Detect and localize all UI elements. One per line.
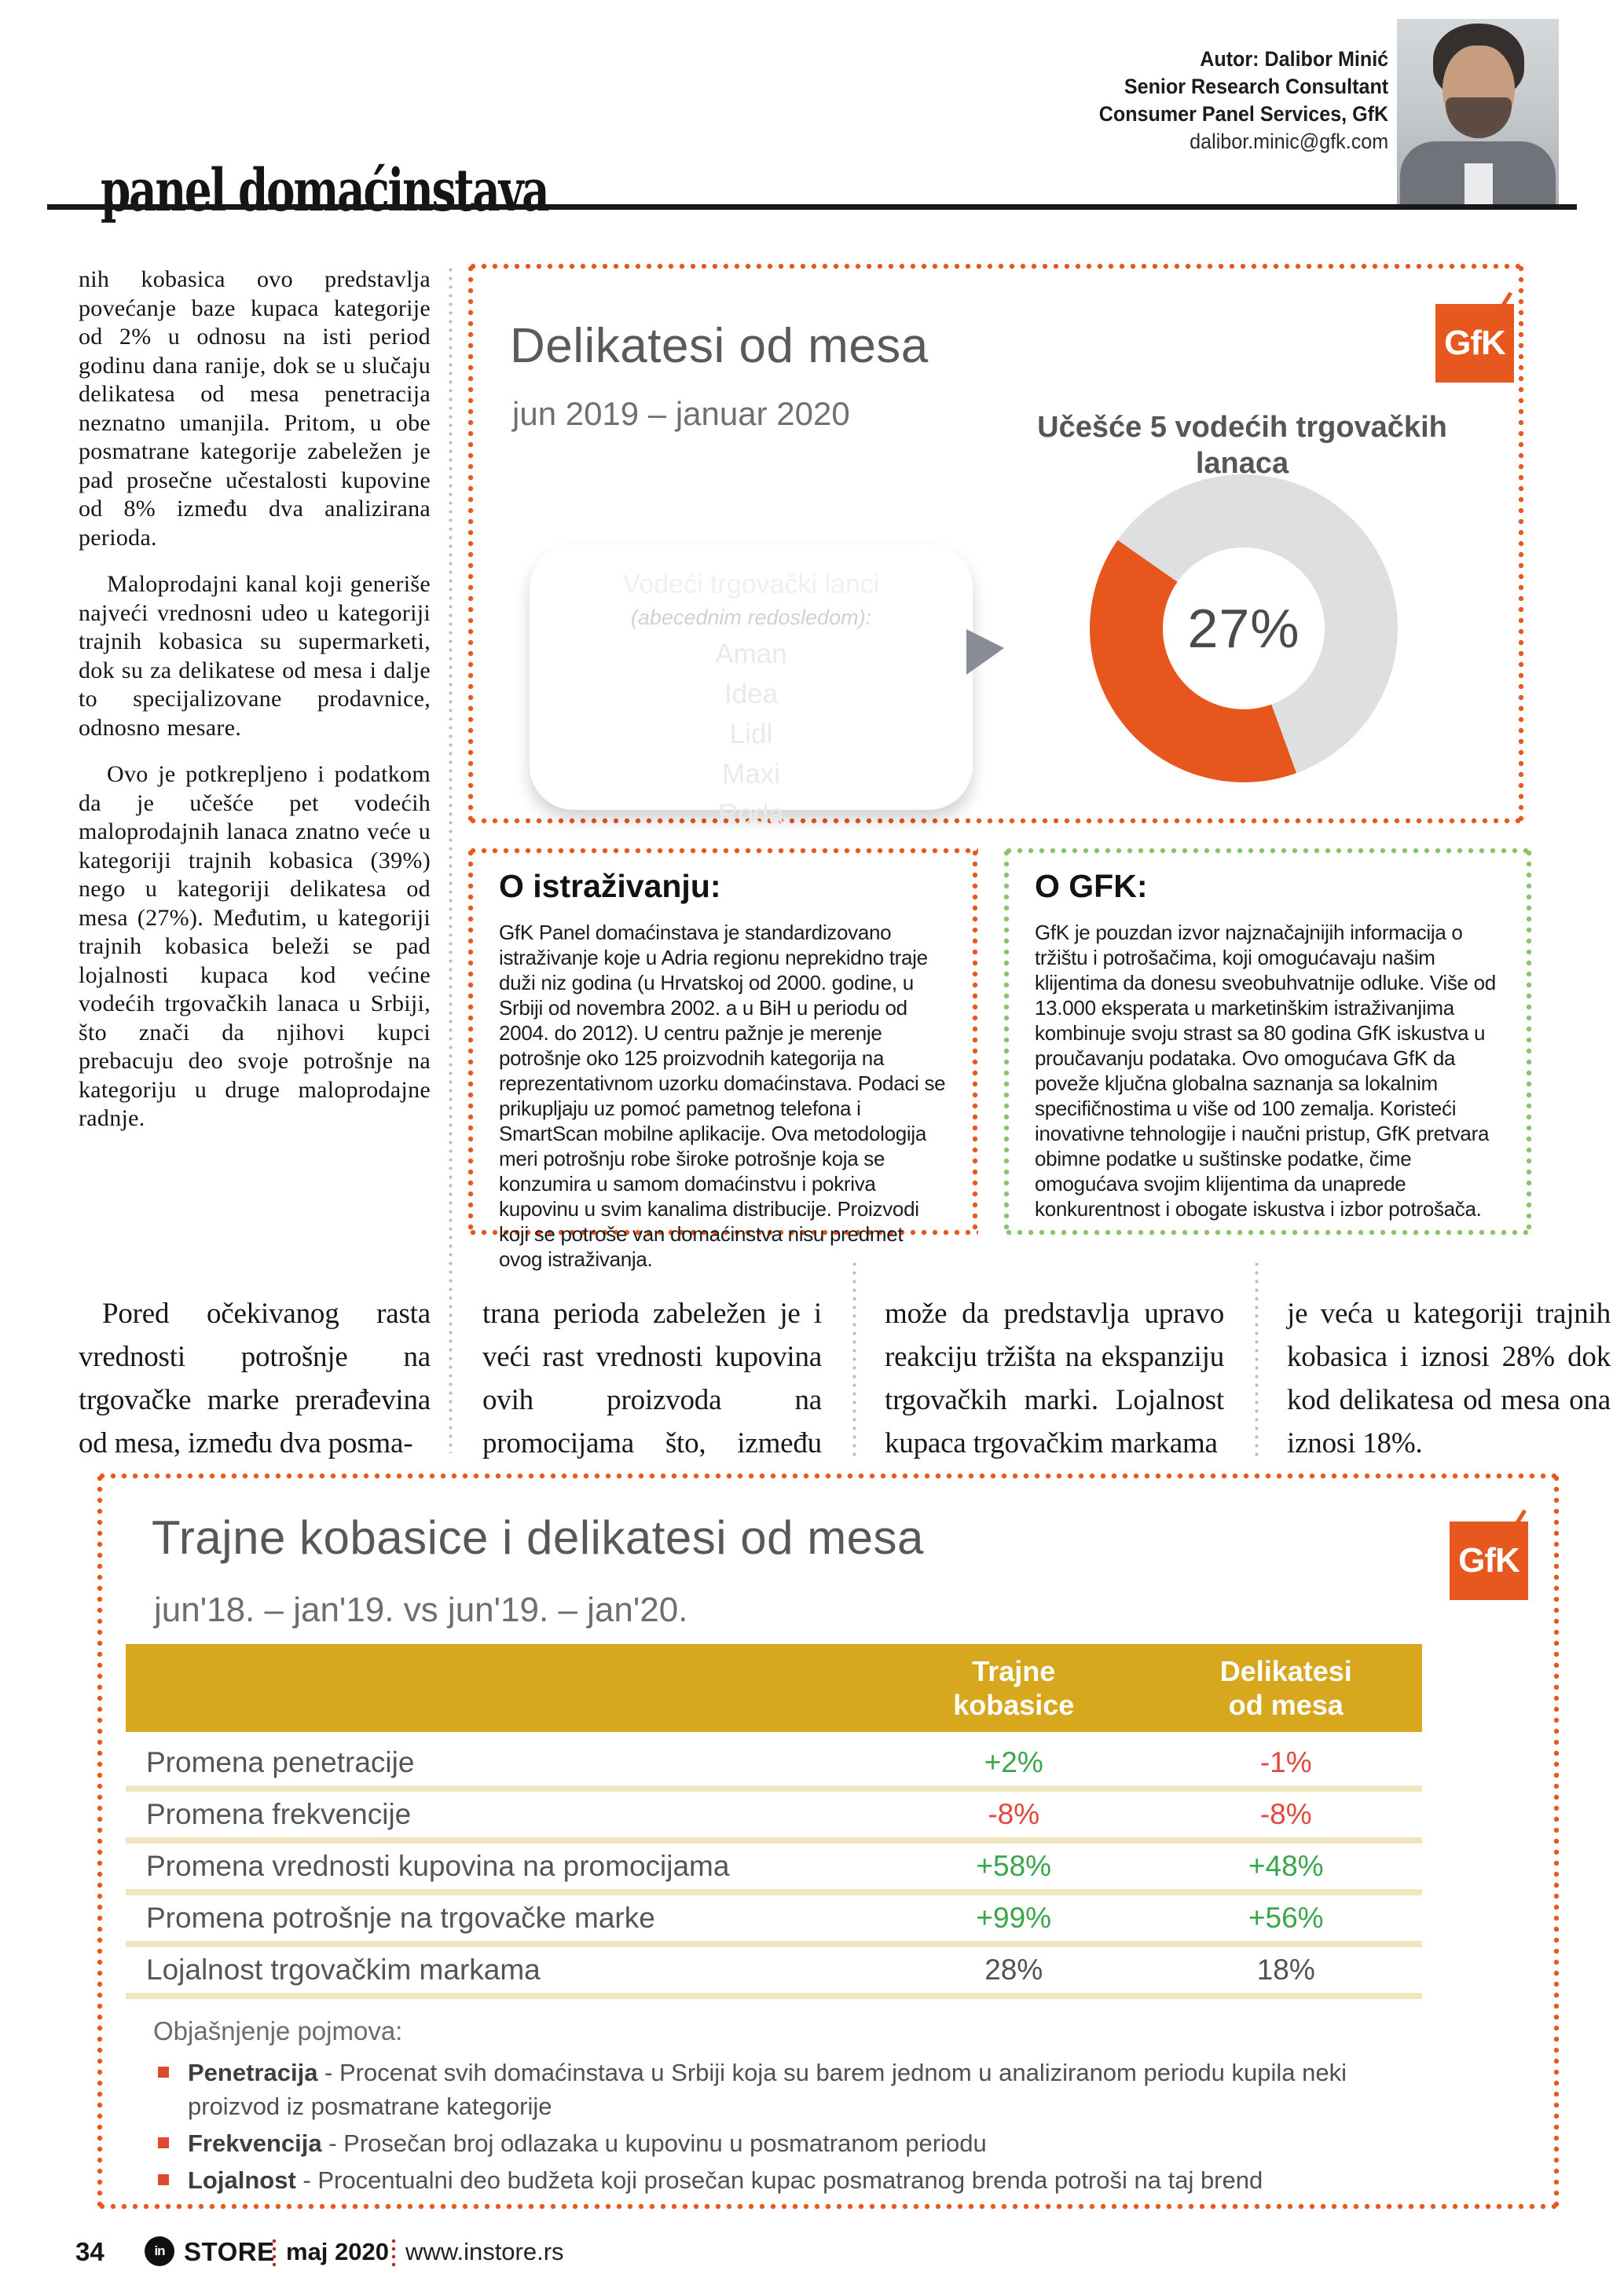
table-header-label: Delikatesi od mesa: [1219, 1655, 1352, 1721]
gfk-logo: GfK: [1450, 1522, 1528, 1600]
row-value: +58%: [976, 1850, 1052, 1882]
body-column: je veća u kategoriji trajnih kobasica i …: [1287, 1298, 1611, 1459]
row-label: Promena potrošnje na trgovačke marke: [146, 1902, 655, 1934]
author-block: Autor: Dalibor Minić Senior Research Con…: [1099, 46, 1388, 156]
retail-chain-item: Lidl: [729, 719, 773, 749]
box-heading: O GFK:: [1035, 868, 1148, 904]
author-name: Autor: Dalibor Minić: [1200, 47, 1388, 71]
box-body: GfK Panel domaćinstava je standardizovan…: [499, 921, 946, 1271]
header-rule: [47, 204, 1577, 210]
author-photo: [1397, 19, 1559, 207]
retail-chain-item: Roda: [718, 799, 784, 829]
bubble-title: Vodeći trgovački lanci: [622, 569, 880, 599]
about-gfk-box: O GFK: GfK je pouzdan izvor najznačajnij…: [1003, 848, 1532, 1236]
table-header-label: Trajne kobasice: [953, 1655, 1075, 1721]
legend-term: Frekvencija: [188, 2129, 322, 2157]
author-role: Senior Research Consultant: [1124, 75, 1388, 98]
photo-beard: [1446, 97, 1512, 138]
donut-chart: 27%: [1090, 474, 1398, 782]
retail-chain-item: Idea: [724, 679, 779, 709]
table-row: Promena potrošnje na trgovačke marke +99…: [126, 1895, 1422, 1947]
legend-heading: Objašnjenje pojmova:: [153, 2016, 403, 2045]
row-label: Promena frekvencije: [146, 1798, 412, 1830]
gfk-logo: GfK: [1435, 304, 1514, 383]
chart-period: jun 2019 – januar 2020: [512, 395, 850, 432]
column-separator: [852, 1260, 857, 1456]
row-value: 28%: [984, 1954, 1043, 1986]
table-row: Promena vrednosti kupovina na promocijam…: [126, 1844, 1422, 1895]
row-value: -8%: [988, 1798, 1040, 1830]
about-research-box: O istraživanju: GfK Panel domaćinstava j…: [467, 848, 978, 1271]
page-number: 34: [75, 2237, 104, 2266]
bubble-subtitle: (abecednim redosledom):: [630, 606, 872, 629]
gfk-logo-text: GfK: [1444, 324, 1506, 362]
legend-text: - Procenat svih domaćinstava u Srbiji ko…: [188, 2059, 1347, 2120]
page-footer: 34 in STORE maj 2020 www.instore.rs: [0, 2236, 1624, 2270]
footer-separator: [272, 2237, 277, 2267]
row-value: -1%: [1259, 1746, 1312, 1778]
meat-deli-chart-box: Delikatesi od mesa jun 2019 – januar 202…: [467, 263, 1524, 829]
chart-title: Trajne kobasice i delikatesi od mesa: [152, 1511, 924, 1564]
chart-title: Delikatesi od mesa: [510, 319, 929, 373]
photo-shirt: [1465, 163, 1493, 207]
donut-chart-label: Učešće 5 vodećih trgovačkih lanaca: [1037, 411, 1447, 480]
footer-separator: [391, 2237, 396, 2267]
legend-text: - Prosečan broj odlazaka u kupovinu u po…: [321, 2129, 987, 2157]
intro-paragraph: Ovo je potkrepljeno i podatkom da je uče…: [79, 761, 431, 1131]
body-column: Pored očekivanog rasta vrednosti potrošn…: [79, 1298, 431, 1459]
row-value: 18%: [1256, 1954, 1315, 1986]
bullet-square-icon: [158, 2174, 169, 2185]
donut-hole: 27%: [1163, 547, 1325, 709]
chart-period: jun'18. – jan'19. vs jun'19. – jan'20.: [154, 1591, 688, 1629]
retail-chains-speech-bubble: Vodeći trgovački lanci (abecednim redosl…: [530, 544, 1004, 829]
column-separator: [448, 265, 453, 1453]
row-value: +56%: [1248, 1902, 1324, 1934]
legend-item: Frekvencija - Prosečan broj odlazaka u k…: [156, 2126, 1370, 2160]
author-email: dalibor.minic@gfk.com: [1190, 130, 1388, 153]
intro-paragraph: nih kobasica ovo predstavlja povećanje b…: [79, 266, 431, 551]
row-label: Lojalnost trgovačkim markama: [146, 1954, 541, 1986]
bullet-square-icon: [158, 2067, 169, 2078]
table-header-col1: Trajne kobasice: [878, 1654, 1150, 1722]
box-heading: O istraživanju:: [499, 868, 721, 904]
legend-term: Penetracija: [188, 2059, 318, 2086]
page-title: panel domaćinstava: [101, 156, 550, 225]
instore-logo-icon: in: [145, 2236, 174, 2266]
table-row: Promena frekvencije -8% -8%: [126, 1792, 1422, 1844]
row-label: Promena vrednosti kupovina na promocijam…: [146, 1850, 730, 1882]
legend: Penetracija - Procenat svih domaćinstava…: [156, 2056, 1370, 2200]
retail-chain-item: Maxi: [722, 759, 780, 789]
table-header-col2: Delikatesi od mesa: [1150, 1654, 1423, 1722]
footer-issue: maj 2020: [286, 2238, 389, 2265]
legend-item: Penetracija - Procenat svih domaćinstava…: [156, 2056, 1370, 2123]
body-column: može da predstavlja upravo reakciju trži…: [885, 1298, 1224, 1459]
table-row: Promena penetracije +2% -1%: [126, 1740, 1422, 1792]
row-value: +48%: [1248, 1850, 1324, 1882]
intro-column: nih kobasica ovo predstavlja povećanje b…: [79, 265, 431, 1152]
footer-brand: STORE: [184, 2237, 275, 2266]
retail-chain-item: Aman: [715, 639, 787, 669]
row-value: +2%: [984, 1746, 1043, 1778]
intro-paragraph: Maloprodajni kanal koji generiše najveći…: [79, 571, 431, 741]
donut-value: 27%: [1187, 598, 1300, 659]
row-value: +99%: [976, 1902, 1052, 1934]
gfk-logo-text: GfK: [1458, 1541, 1520, 1580]
box-body: GfK je pouzdan izvor najznačajnijih info…: [1035, 921, 1496, 1221]
row-value: -8%: [1259, 1798, 1312, 1830]
comparison-chart-box: Trajne kobasice i delikatesi od mesa jun…: [97, 1473, 1560, 2210]
footer-website: www.instore.rs: [405, 2238, 564, 2265]
column-separator: [1254, 1260, 1259, 1456]
legend-item: Lojalnost - Procentualni deo budžeta koj…: [156, 2163, 1370, 2197]
bullet-square-icon: [158, 2137, 169, 2148]
legend-text: - Procentualni deo budžeta koji prosečan…: [295, 2166, 1263, 2194]
row-label: Promena penetracije: [146, 1746, 415, 1778]
instore-logo-mark: in: [154, 2243, 165, 2258]
table-header-row: Trajne kobasice Delikatesi od mesa: [126, 1644, 1422, 1732]
author-org: Consumer Panel Services, GfK: [1098, 102, 1388, 126]
comparison-table: Trajne kobasice Delikatesi od mesa Prome…: [126, 1644, 1422, 1999]
table-row: Lojalnost trgovačkim markama 28% 18%: [126, 1947, 1422, 1999]
legend-term: Lojalnost: [188, 2166, 296, 2194]
